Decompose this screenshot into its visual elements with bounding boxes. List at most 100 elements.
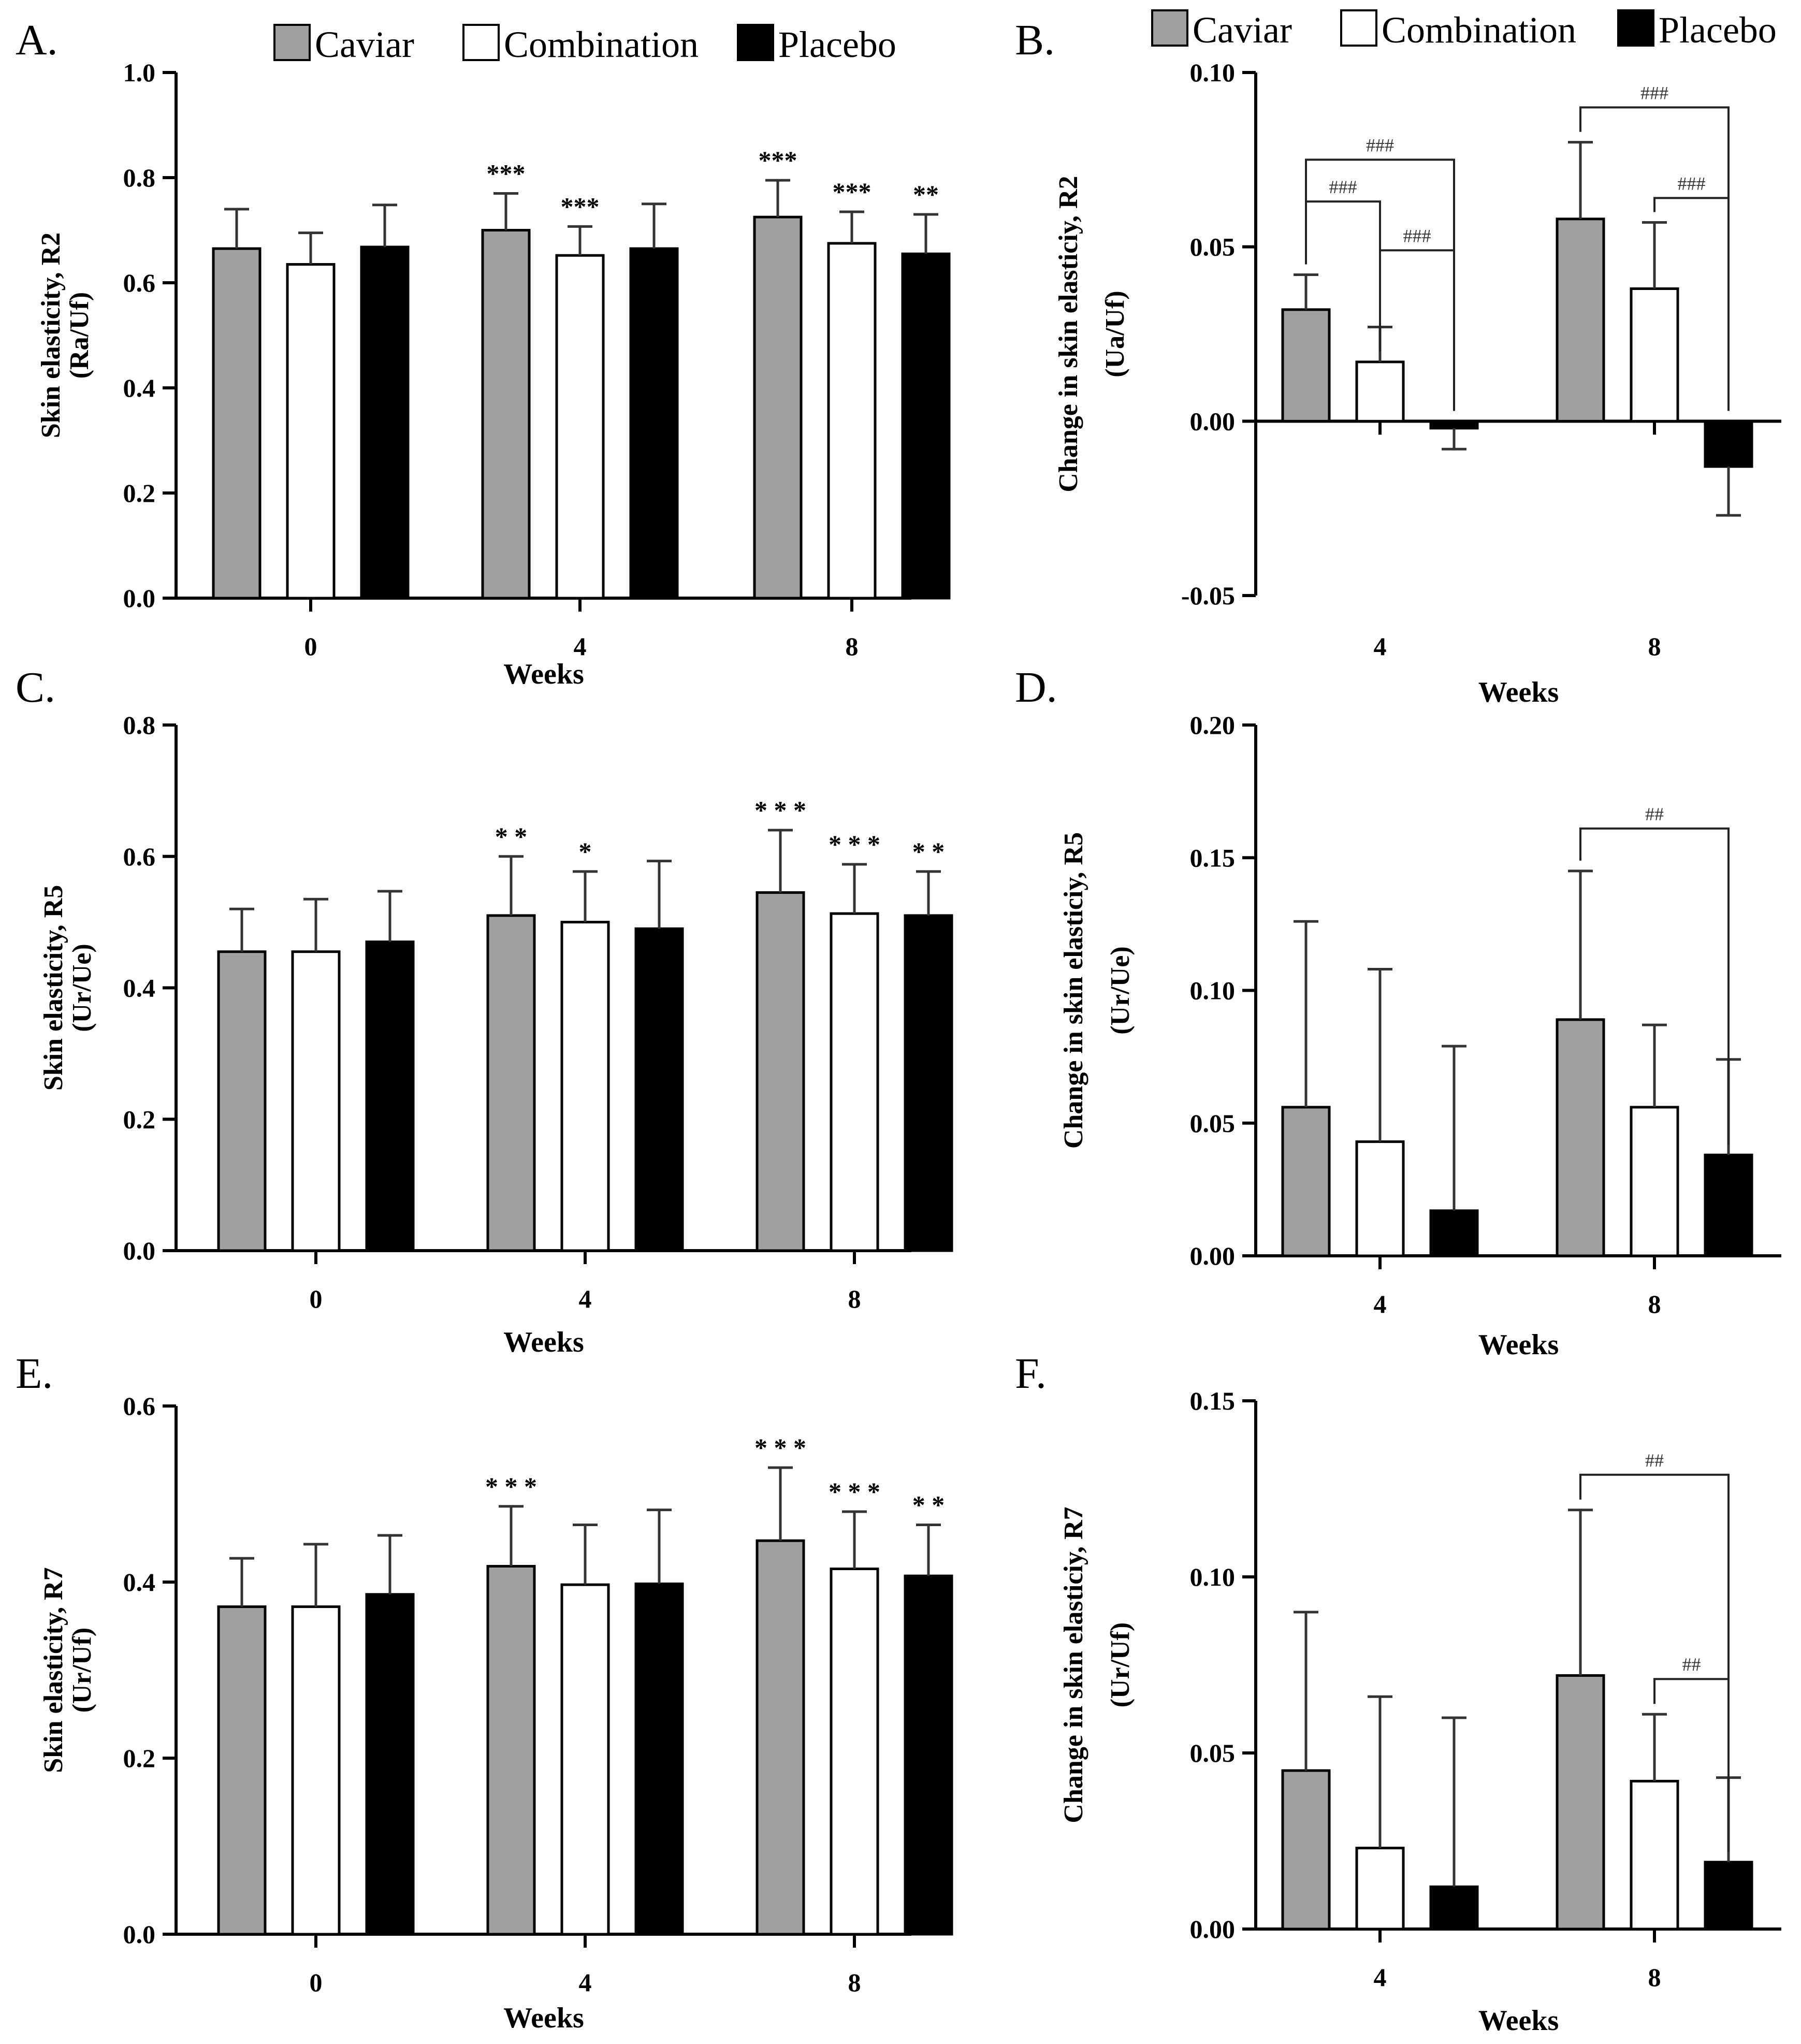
x-tick-label: 0 [310,1284,323,1313]
legend-a-label-placebo: Placebo [778,24,896,65]
x-tick-label: 4 [1374,1289,1387,1318]
y-tick-label: 0.10 [1190,1562,1236,1591]
y-tick-label: 0.05 [1190,1738,1236,1767]
bracket-label: ### [1366,135,1394,155]
legend-top-left: Caviar Combination Placebo [273,24,896,65]
bar-placebo [360,245,410,600]
significance-marker: * * * [829,830,880,859]
x-axis-title: Weeks [503,2002,584,2034]
y-axis-title: (Ur/Uf) [1106,1622,1135,1708]
bracket-label: ### [1403,225,1431,246]
significance-marker: * * * [485,1472,537,1501]
bar-caviar [486,1564,536,1936]
bar-combination [827,242,877,600]
comparison-bracket [1579,827,1730,1145]
y-tick-label: 0.2 [123,1744,156,1773]
y-tick-label: 0.15 [1190,1386,1236,1415]
bar-combination [830,1568,879,1936]
x-tick-label: 8 [846,632,859,661]
x-tick-label: 8 [1648,1289,1661,1318]
bar-combination [286,263,336,600]
y-tick-label: 0.2 [123,1105,156,1134]
legend-a-label-combination: Combination [504,24,699,65]
y-tick-label: 0.0 [123,584,156,613]
bar-placebo [1429,1885,1479,1931]
y-axis-title: Change in skin elasticiy, R2 [1054,176,1083,492]
bar-placebo [365,1593,415,1936]
bar-placebo [1704,1153,1753,1257]
legend-b-label-combination: Combination [1382,9,1576,51]
x-tick-label: 8 [1648,632,1661,661]
bar-caviar [1281,1769,1331,1931]
y-axis-title: Change in skin elasticiy, R5 [1059,832,1088,1149]
bar-placebo [365,940,415,1252]
x-axis-title: Weeks [503,658,584,690]
y-tick-label: 0.2 [123,479,156,508]
y-tick-label: 1.0 [123,58,156,87]
legend-top-right: Caviar Combination Placebo [1151,9,1777,51]
bracket-label: ### [1329,177,1357,197]
y-tick-label: 0.4 [123,373,156,402]
y-tick-label: 0.20 [1190,711,1236,740]
x-tick-label: 4 [579,1284,592,1313]
bar-combination [1355,1140,1405,1257]
bar-placebo [901,252,951,600]
bracket-label: ### [1678,173,1706,194]
y-axis-title: (Ua/Uf) [1100,291,1130,378]
panel-label: A. [16,16,58,64]
bar-placebo [904,914,953,1252]
y-tick-label: 0.10 [1190,58,1236,87]
y-tick-label: 0.8 [123,711,156,740]
bar-caviar [1281,1106,1331,1257]
y-axis-title: Change in skin elasticiy, R7 [1059,1506,1088,1823]
y-tick-label: 0.6 [123,1391,156,1420]
panel-label: D. [1015,663,1057,712]
y-tick-label: 0.0 [123,1920,156,1949]
y-axis-title: Skin elasticity, R7 [39,1567,68,1773]
y-tick-label: 0.00 [1190,407,1236,436]
x-axis-title: Weeks [1478,676,1559,708]
x-axis-title: Weeks [1478,2005,1559,2037]
comparison-bracket [1653,1678,1730,1852]
bar-combination [1630,1106,1679,1257]
bracket-label: ## [1645,1450,1664,1471]
x-tick-label: 8 [848,1968,861,1997]
bar-combination [830,912,879,1252]
panel-c: C. 0.0 0.2 0.4 0.6 0.8 0 4 8 * * * * * * * * * * * Wee… [16,663,953,1358]
significance-marker: *** [833,177,872,206]
bar-combination [1630,1779,1679,1931]
bar-caviar [481,229,531,600]
bar-combination [1355,360,1405,423]
x-tick-label: 4 [1374,1963,1387,1992]
bar-caviar [217,1605,267,1936]
significance-marker: * * [495,822,528,851]
y-axis-title: (Ra/Uf) [65,292,94,379]
bar-caviar [486,914,536,1252]
significance-marker: * * [912,1490,945,1519]
x-tick-label: 0 [310,1968,323,1997]
significance-marker: * * * [754,795,806,824]
y-axis-title: (Ur/Ue) [67,944,97,1032]
y-tick-label: 0.05 [1190,233,1236,262]
bar-caviar [217,950,267,1252]
x-tick-label: 0 [304,632,317,661]
panel-f: F. 0.00 0.05 0.10 0.15 4 8 ## ## Weeks Change in s… [1015,1350,1781,2037]
legend-a-label-caviar: Caviar [315,24,414,65]
panel-label: E. [16,1350,53,1398]
significance-marker: * [579,837,592,866]
panel-e: E. 0.0 0.2 0.4 0.6 0 4 8 * * * * * * * * * * * Weeks… [16,1350,953,2034]
y-tick-label: 0.4 [123,974,156,1003]
panel-a: A.0.00.20.40.60.81.00 4 8************ **Wee… [16,16,951,690]
significance-marker: *** [561,192,600,221]
bar-placebo [1704,1861,1753,1931]
bar-caviar [1556,1674,1605,1931]
bar-caviar [1281,308,1331,423]
y-tick-label: -0.05 [1181,581,1235,610]
x-axis-title: Weeks [503,1326,584,1358]
significance-marker: * * * [754,1433,806,1462]
comparison-bracket [1579,106,1730,411]
y-tick-label: 0.15 [1190,843,1236,872]
significance-marker: ** [913,180,939,209]
y-tick-label: 0.00 [1190,1241,1236,1270]
legend-b-label-caviar: Caviar [1193,9,1292,51]
